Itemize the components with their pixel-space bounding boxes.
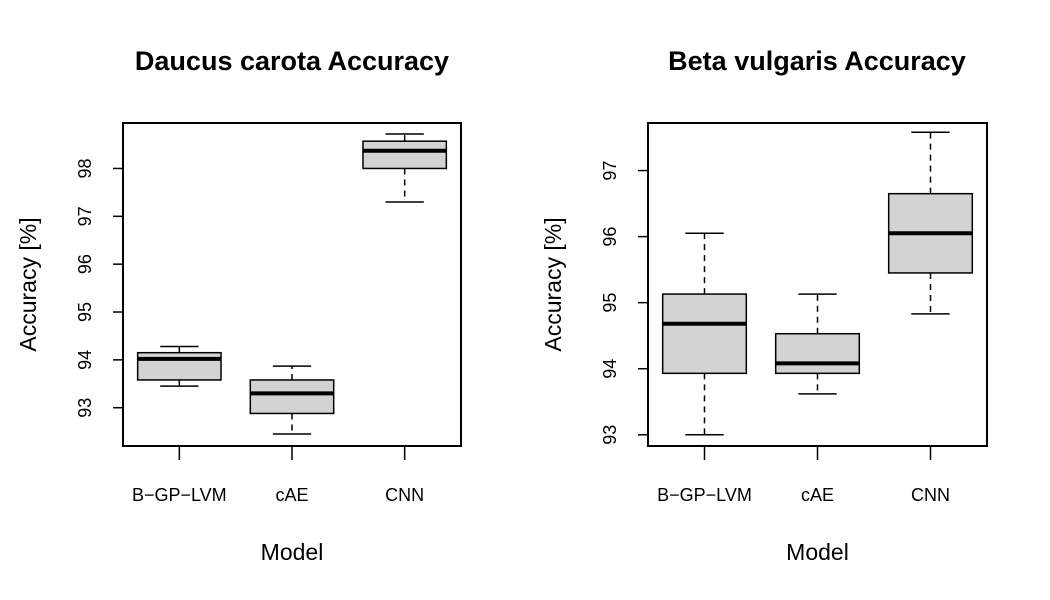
- box-2: [887, 131, 974, 315]
- y-tick-label: 96: [75, 254, 95, 274]
- iqr-box: [661, 293, 748, 375]
- y-tick-label: 98: [75, 158, 95, 178]
- chart-title: Daucus carota Accuracy: [135, 46, 449, 76]
- plot-frame: [647, 122, 988, 447]
- y-tick-label: 96: [600, 227, 620, 247]
- x-tick-label: CNN: [911, 485, 950, 505]
- x-axis-label: Model: [786, 539, 849, 565]
- x-tick-label: cAE: [801, 485, 834, 505]
- y-tick-label: 95: [75, 302, 95, 322]
- x-tick-label: B−GP−LVM: [657, 485, 752, 505]
- y-tick-label: 93: [75, 398, 95, 418]
- y-tick-label: 95: [600, 293, 620, 313]
- box-0: [136, 345, 222, 387]
- y-tick-label: 93: [600, 425, 620, 445]
- iqr-box: [136, 351, 222, 381]
- y-axis-label: Accuracy [%]: [15, 217, 41, 351]
- x-axis-label: Model: [261, 539, 324, 565]
- box-1: [249, 365, 335, 435]
- x-tick-label: B−GP−LVM: [132, 485, 227, 505]
- daucus-carota-panel: Daucus carota Accuracy 93 94 95 96 97 98 Accura…: [15, 46, 462, 565]
- iqr-box: [249, 379, 335, 415]
- x-tick-label: cAE: [275, 485, 308, 505]
- iqr-box: [774, 332, 861, 375]
- y-tick-label: 97: [600, 161, 620, 181]
- beta-vulgaris-panel: Beta vulgaris Accuracy 93 94 95 96 97 Accuracy…: [540, 46, 988, 565]
- box-2: [362, 133, 448, 203]
- y-axis-label: Accuracy [%]: [540, 217, 566, 351]
- iqr-box: [362, 140, 448, 170]
- chart-title: Beta vulgaris Accuracy: [668, 46, 966, 76]
- y-tick-label: 97: [75, 206, 95, 226]
- y-tick-label: 94: [600, 359, 620, 379]
- box-1: [774, 293, 861, 395]
- y-tick-label: 94: [75, 350, 95, 370]
- box-0: [661, 232, 748, 436]
- x-tick-label: CNN: [385, 485, 424, 505]
